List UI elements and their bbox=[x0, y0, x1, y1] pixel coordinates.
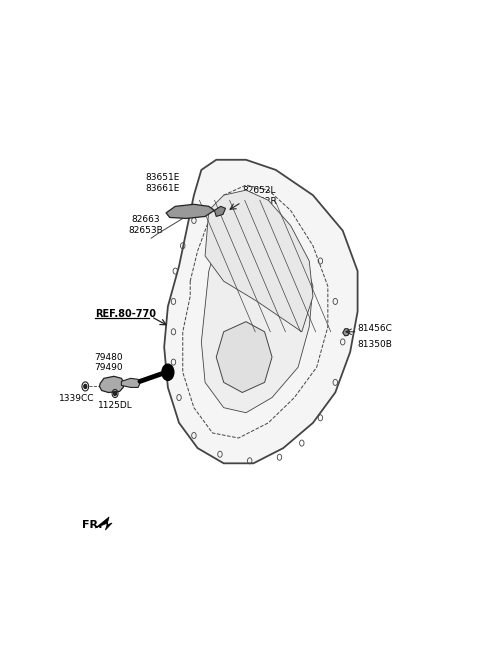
Text: 1125DL: 1125DL bbox=[98, 401, 132, 410]
Text: 1339CC: 1339CC bbox=[59, 394, 95, 403]
Polygon shape bbox=[96, 517, 112, 530]
Text: 81456C: 81456C bbox=[358, 325, 393, 333]
Circle shape bbox=[84, 384, 87, 388]
Text: 79480
79490: 79480 79490 bbox=[94, 353, 123, 373]
Text: 81350B: 81350B bbox=[358, 340, 393, 349]
Text: REF.80-770: REF.80-770 bbox=[96, 309, 156, 319]
Polygon shape bbox=[164, 160, 358, 463]
Text: 82663
82653B: 82663 82653B bbox=[128, 215, 163, 235]
Polygon shape bbox=[343, 328, 349, 336]
Polygon shape bbox=[205, 190, 313, 332]
Text: 83651E
83661E: 83651E 83661E bbox=[145, 173, 180, 193]
Circle shape bbox=[162, 364, 174, 380]
Text: 82652L
82652R: 82652L 82652R bbox=[242, 187, 277, 206]
Polygon shape bbox=[216, 322, 272, 392]
Polygon shape bbox=[121, 378, 140, 388]
Polygon shape bbox=[215, 206, 226, 216]
Polygon shape bbox=[202, 210, 313, 413]
Polygon shape bbox=[99, 376, 124, 392]
Circle shape bbox=[114, 392, 117, 396]
Polygon shape bbox=[166, 204, 215, 219]
Text: FR.: FR. bbox=[82, 520, 102, 530]
